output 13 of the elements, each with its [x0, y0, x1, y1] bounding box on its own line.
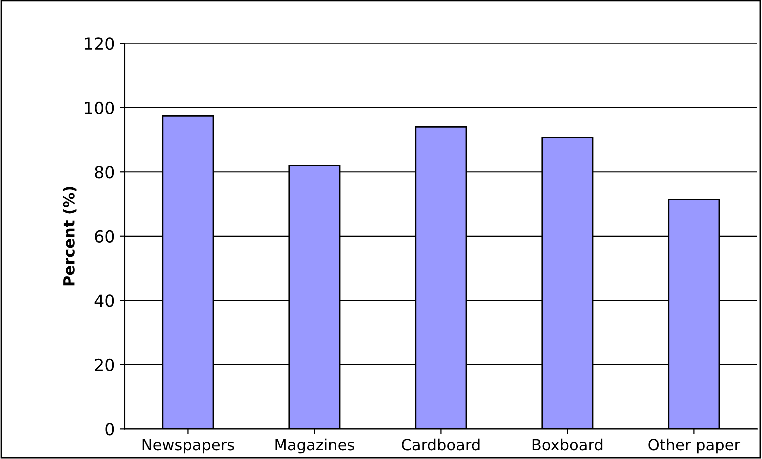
- y-tick-label: 80: [95, 166, 114, 179]
- y-tick-label: 40: [94, 294, 114, 308]
- x-tick-label: Newspapers: [142, 439, 234, 454]
- y-tick-label: 20: [95, 358, 114, 372]
- x-tick-label: Cardboard: [402, 438, 480, 451]
- x-tick-label: Magazines: [276, 438, 354, 454]
- x-tick-label: Boxboard: [532, 438, 603, 451]
- y-tick-label: 60: [95, 230, 114, 243]
- x-tick-label: Other paper: [648, 438, 741, 454]
- y-tick-label: 120: [85, 38, 114, 50]
- y-tick-label: 0: [106, 423, 114, 436]
- y-tick-label: 100: [85, 102, 114, 114]
- y-axis-title: Percent (%): [63, 187, 77, 286]
